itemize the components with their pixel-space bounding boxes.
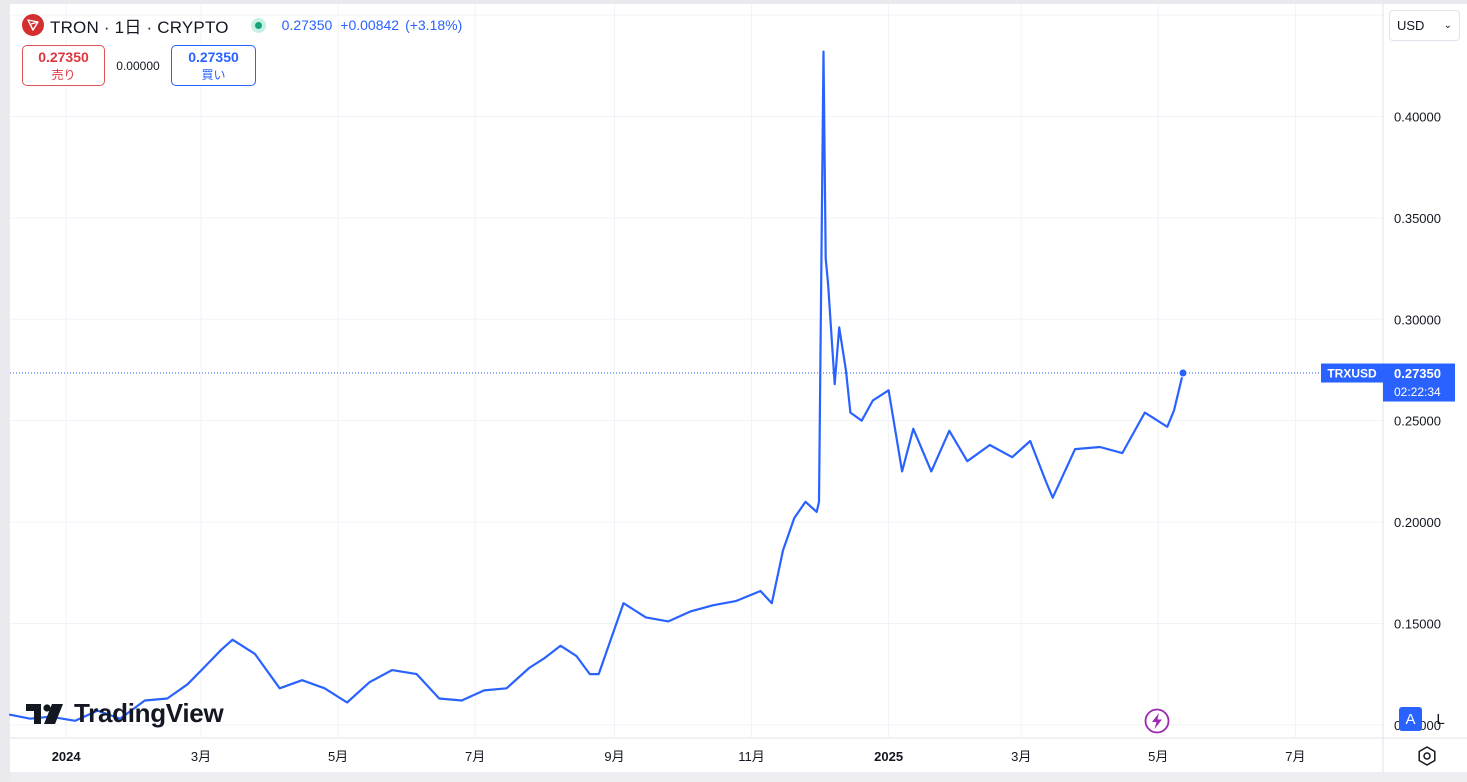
log-scale-button[interactable]: L [1436, 710, 1445, 728]
currency-dropdown[interactable]: USD ⌄ [1389, 10, 1460, 41]
bar-countdown: 02:22:34 [1394, 385, 1441, 399]
lightning-icon[interactable] [1144, 708, 1170, 734]
ticker-label-bg [1321, 363, 1383, 383]
currency-label: USD [1397, 18, 1425, 33]
symbol-title[interactable]: TRON · 1日 · CRYPTO [50, 17, 229, 37]
grid-lines [10, 4, 1383, 738]
legend-price: 0.27350 [281, 17, 333, 33]
x-tick-label: 9月 [604, 749, 624, 764]
x-tick-label: 3月 [1011, 749, 1031, 764]
spread-value: 0.00000 [116, 58, 160, 73]
x-tick-label: 3月 [191, 749, 211, 764]
trade-buttons: 0.27350 売り 0.00000 0.27350 買い [22, 45, 256, 86]
y-tick-label: 0.25000 [1394, 414, 1441, 429]
chevron-down-icon: ⌄ [1443, 20, 1452, 31]
y-tick-label: 0.35000 [1394, 211, 1441, 226]
x-tick-label: 5月 [1148, 749, 1168, 764]
symbol-legend[interactable]: TRON · 1日 · CRYPTO 0.27350 +0.00842 (+3.… [22, 13, 462, 37]
y-tick-label: 0.40000 [1394, 110, 1441, 125]
top-rail [10, 0, 1467, 4]
price-label-bg [1383, 363, 1455, 402]
x-tick-label: 5月 [328, 749, 348, 764]
x-tick-label: 11月 [738, 749, 765, 764]
y-tick-label: 0.15000 [1394, 616, 1441, 631]
x-tick-label: 2024 [52, 749, 82, 764]
series-layer [8, 50, 1185, 722]
tron-logo-icon [22, 14, 44, 36]
bottom-rail [10, 772, 1467, 782]
tradingview-brand[interactable]: TradingView [26, 698, 224, 729]
gear-icon[interactable] [1416, 745, 1438, 767]
time-axis[interactable]: 2024 3月 5月 7月 9月 11月 2025 3月 5月 7月 [52, 749, 1306, 764]
legend-change: +0.00842 [340, 17, 400, 33]
legend-change-pct: (+3.18%) [405, 17, 463, 33]
last-price-value: 0.27350 [1394, 366, 1441, 381]
left-rail [0, 0, 10, 782]
x-tick-label: 7月 [1285, 749, 1305, 764]
last-price-dot [1178, 368, 1188, 378]
y-tick-label: 0.30000 [1394, 312, 1441, 327]
sell-button[interactable]: 0.27350 売り [22, 45, 105, 86]
y-tick-label: 0.20000 [1394, 515, 1441, 530]
buy-price: 0.27350 [188, 48, 239, 65]
tradingview-logo-icon [26, 703, 63, 724]
sell-label: 売り [51, 67, 76, 82]
series-line [8, 50, 1185, 722]
market-open-dot-icon [250, 17, 266, 33]
buy-label: 買い [201, 67, 226, 82]
brand-name: TradingView [74, 698, 224, 728]
x-tick-label: 7月 [465, 749, 485, 764]
x-tick-label: 2025 [874, 749, 903, 764]
sell-price: 0.27350 [38, 48, 89, 65]
auto-scale-button[interactable]: A [1399, 707, 1422, 731]
ticker-label: TRXUSD [1327, 367, 1377, 381]
last-price-label: TRXUSD 0.27350 02:22:34 [1321, 363, 1455, 402]
buy-button[interactable]: 0.27350 買い [171, 45, 256, 86]
